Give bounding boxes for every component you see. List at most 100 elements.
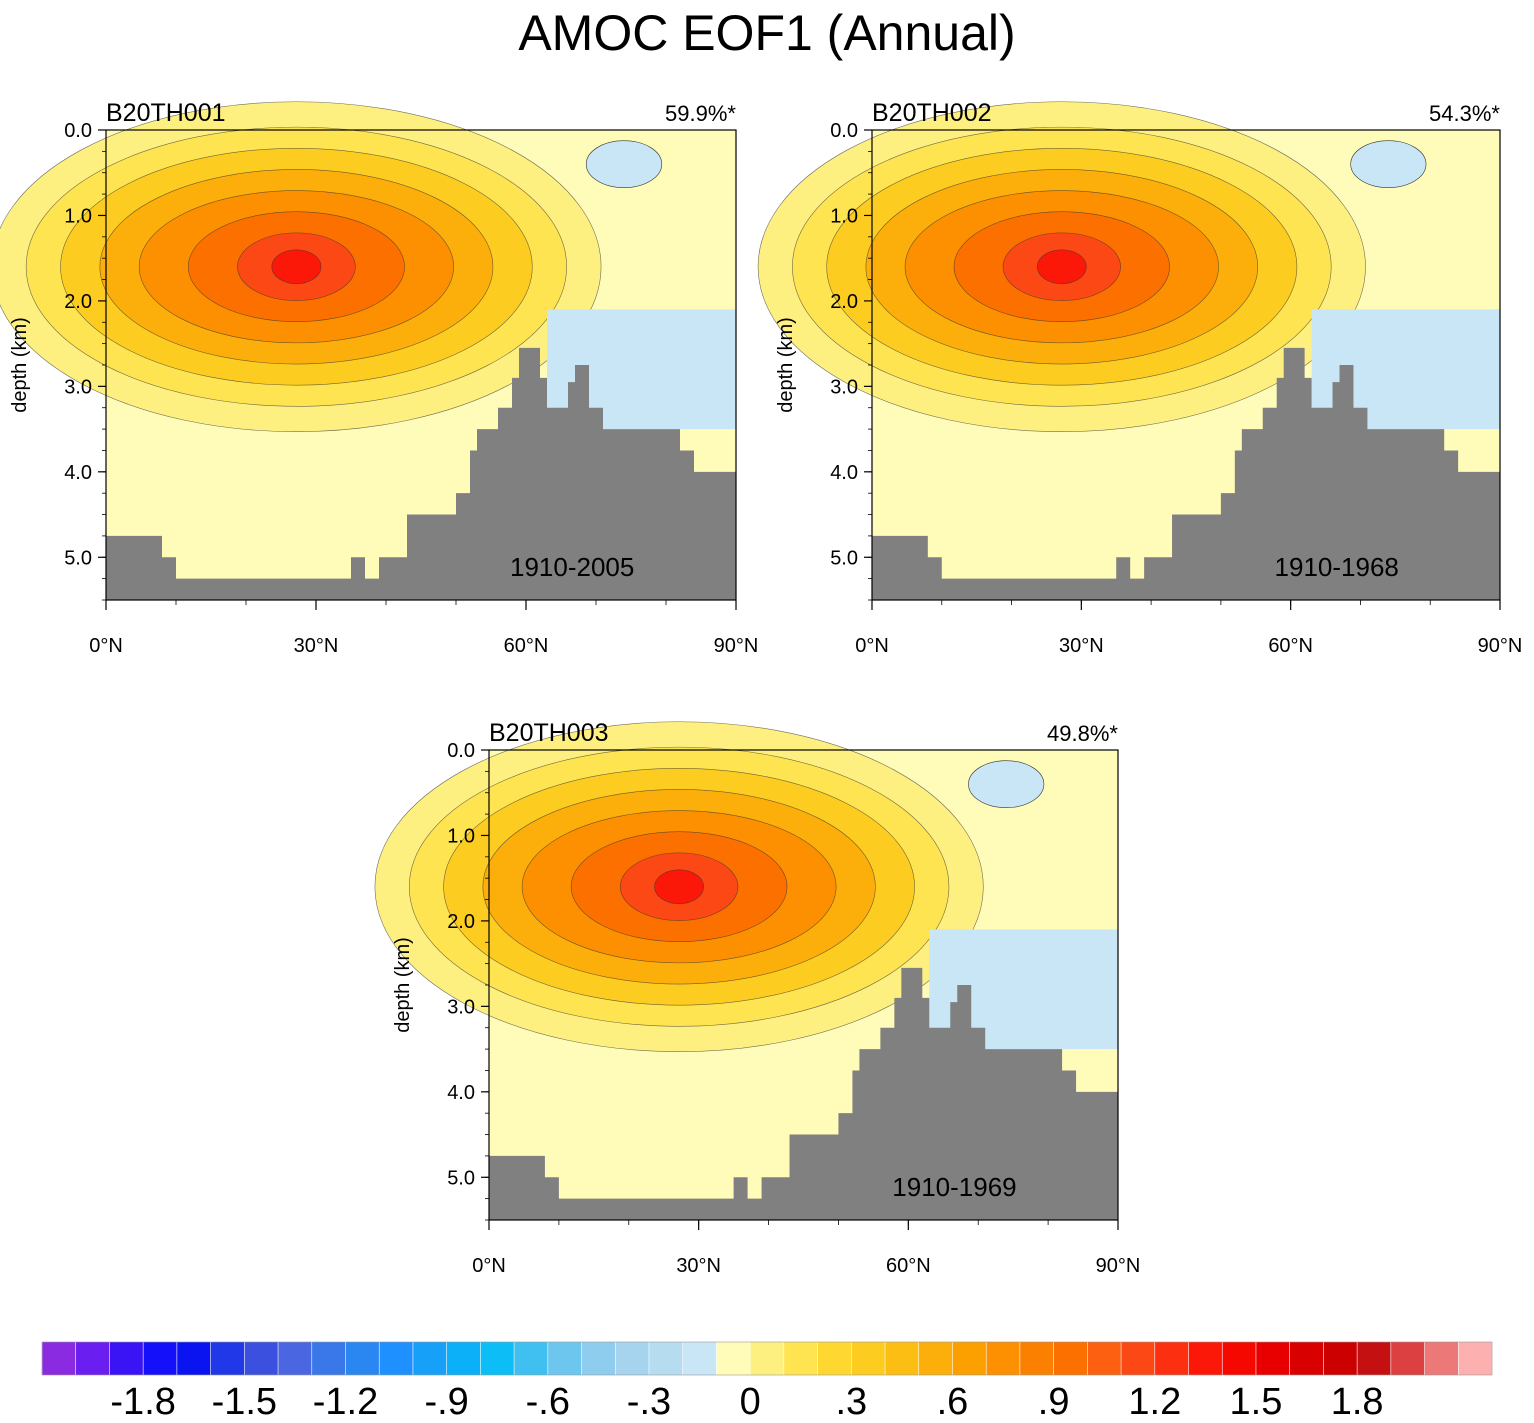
y-tick-label: 4.0	[830, 462, 858, 484]
y-tick-label: 4.0	[447, 1082, 475, 1104]
panel-title: B20TH001	[106, 99, 226, 127]
colorbar-swatch	[885, 1342, 920, 1375]
y-tick-label: 0.0	[830, 120, 858, 142]
panel-b20th003: 0.0 1.0 2.0 3.0 4.0 5.0 0°N 30°N 60°N 90°N depth (…	[374, 719, 1140, 1277]
colorbar-swatch	[648, 1342, 684, 1375]
colorbar-tick-label: .3	[835, 1381, 867, 1423]
colorbar-swatch	[244, 1342, 279, 1375]
colorbar-swatch	[581, 1342, 616, 1375]
colorbar-swatch	[379, 1342, 414, 1375]
colorbar-frame	[41, 1341, 1493, 1376]
colorbar-swatch	[918, 1342, 953, 1375]
colorbar-tick-label: -1.2	[313, 1381, 378, 1423]
bathymetry-mask	[106, 347, 736, 600]
panel-title: B20TH003	[489, 719, 609, 747]
colorbar-tick-label: 1.8	[1331, 1381, 1384, 1423]
colorbar-swatch	[176, 1342, 212, 1375]
colorbar-swatch	[1019, 1342, 1055, 1375]
colorbar-swatch	[986, 1342, 1021, 1375]
period-label: 1910-1969	[892, 1172, 1016, 1202]
y-tick-label: 1.0	[447, 825, 475, 847]
explained-variance: 49.8%*	[1047, 721, 1118, 746]
y-tick-label: 5.0	[447, 1167, 475, 1189]
y-tick-label: 1.0	[830, 205, 858, 227]
colorbar-swatch	[783, 1342, 819, 1375]
explained-variance: 54.3%*	[1429, 101, 1500, 126]
bathymetry-mask	[872, 347, 1500, 600]
x-tick-label: 30°N	[1059, 635, 1104, 657]
colorbar-swatch	[952, 1342, 987, 1375]
period-label: 1910-2005	[510, 552, 634, 582]
y-tick-label: 1.0	[64, 205, 92, 227]
colorbar-swatch	[1222, 1342, 1257, 1375]
panel-title: B20TH002	[872, 99, 992, 127]
y-tick-label: 3.0	[64, 376, 92, 398]
colorbar-swatch	[817, 1342, 852, 1375]
colorbar-tick-label: .9	[1038, 1381, 1070, 1423]
colorbar-swatch	[1121, 1342, 1156, 1375]
y-axis-label: depth (km)	[9, 317, 31, 413]
colorbar-swatch	[75, 1342, 110, 1375]
colorbar-tick-label: 1.2	[1128, 1381, 1181, 1423]
x-tick-label: 60°N	[504, 635, 549, 657]
colorbar-swatch	[1154, 1342, 1190, 1375]
colorbar-swatch	[311, 1342, 346, 1375]
colorbar-swatch	[480, 1342, 515, 1375]
colorbar-tick-label: 1.5	[1230, 1381, 1283, 1423]
colorbar-swatch	[1053, 1342, 1088, 1375]
y-axis-label: depth (km)	[392, 937, 414, 1033]
colorbar-tick-label: -.9	[424, 1381, 468, 1423]
colorbar-swatch	[1458, 1342, 1493, 1375]
x-tick-label: 0°N	[472, 1255, 506, 1277]
colorbar-swatch	[547, 1342, 583, 1375]
colorbar-swatch	[210, 1342, 245, 1375]
x-tick-label: 60°N	[1268, 635, 1313, 657]
colorbar-tick-label: -.6	[526, 1381, 570, 1423]
colorbar-swatch	[1323, 1342, 1358, 1375]
colorbar-swatch	[1357, 1342, 1392, 1375]
y-tick-label: 2.0	[830, 291, 858, 313]
colorbar-swatch	[345, 1342, 380, 1375]
colorbar-swatch	[750, 1342, 785, 1375]
x-tick-label: 0°N	[89, 635, 123, 657]
colorbar-swatch	[514, 1342, 549, 1375]
y-tick-label: 3.0	[830, 376, 858, 398]
colorbar-swatch	[682, 1342, 717, 1375]
colorbar-swatch	[42, 1342, 77, 1375]
colorbar-swatch	[109, 1342, 144, 1375]
colorbar-swatch	[1087, 1342, 1122, 1375]
y-tick-label: 3.0	[447, 996, 475, 1018]
colorbar-swatch	[615, 1342, 650, 1375]
colorbar-swatch	[412, 1342, 448, 1375]
y-tick-label: 0.0	[64, 120, 92, 142]
colorbar-swatch	[716, 1342, 751, 1375]
y-tick-label: 2.0	[64, 291, 92, 313]
negative-anomaly-cell	[1350, 140, 1427, 188]
colorbar: -1.8 -1.5 -1.2 -.9 -.6 -.3 0 .3 .6 .9 1.2 1.5 1.8	[41, 1341, 1493, 1423]
contour-level-8	[654, 869, 704, 904]
colorbar-tick-label: -1.8	[110, 1381, 175, 1423]
y-tick-label: 2.0	[447, 911, 475, 933]
colorbar-swatch	[143, 1342, 178, 1375]
panel-b20th001: 0.0 1.0 2.0 3.0 4.0 5.0 0°N 30°N 60°N 90°N depth (…	[0, 99, 758, 657]
colorbar-tick-label: 0	[740, 1381, 761, 1423]
x-tick-label: 60°N	[886, 1255, 931, 1277]
y-tick-label: 4.0	[64, 462, 92, 484]
y-tick-label: 5.0	[64, 547, 92, 569]
y-axis-label: depth (km)	[775, 317, 797, 413]
x-tick-label: 90°N	[714, 635, 759, 657]
y-tick-label: 5.0	[830, 547, 858, 569]
colorbar-tick-label: -.3	[627, 1381, 671, 1423]
colorbar-swatch	[1390, 1342, 1426, 1375]
colorbar-swatch	[1289, 1342, 1324, 1375]
figure-title: AMOC EOF1 (Annual)	[518, 5, 1016, 61]
negative-anomaly-cell	[585, 140, 663, 188]
negative-anomaly-cell	[968, 760, 1045, 808]
colorbar-swatch	[446, 1342, 481, 1375]
x-tick-label: 90°N	[1478, 635, 1523, 657]
explained-variance: 59.9%*	[665, 101, 736, 126]
bathymetry-mask	[489, 967, 1118, 1220]
contour-level-8	[271, 249, 322, 284]
colorbar-tick-label: .6	[937, 1381, 969, 1423]
